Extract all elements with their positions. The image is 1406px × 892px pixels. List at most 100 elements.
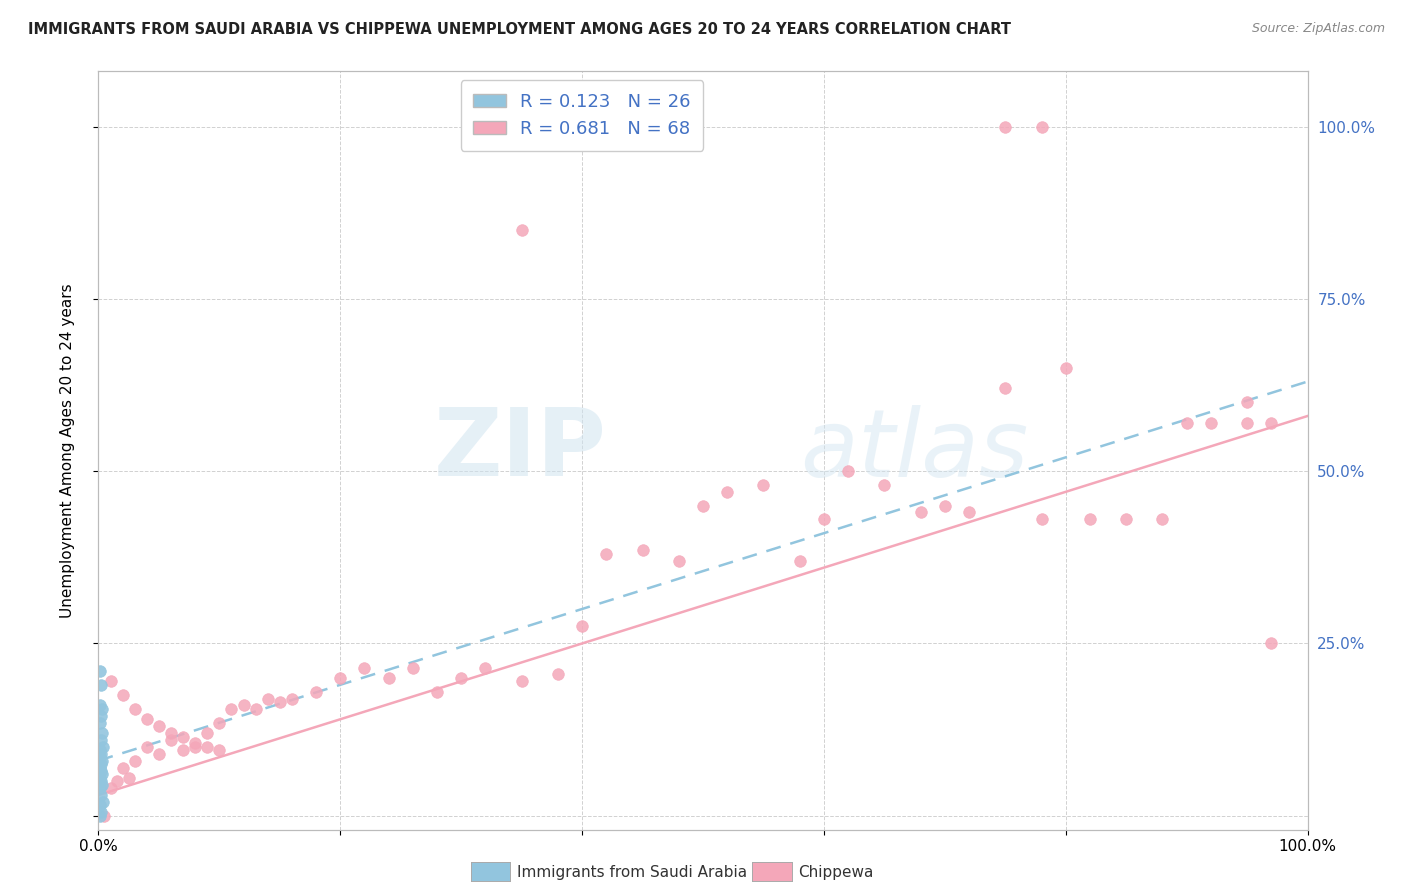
Point: [91, 767, 114, 781]
Point: [1260, 636, 1282, 650]
Point: [873, 478, 896, 492]
Point: [1175, 416, 1198, 430]
Point: [89, 781, 111, 796]
Point: [91, 739, 114, 754]
Text: Source: ZipAtlas.com: Source: ZipAtlas.com: [1251, 22, 1385, 36]
Point: [221, 702, 243, 716]
Point: [994, 120, 1017, 134]
Point: [124, 702, 146, 716]
Point: [208, 715, 231, 730]
Point: [105, 774, 128, 789]
Point: [474, 660, 496, 674]
Point: [245, 702, 267, 716]
Point: [118, 771, 141, 785]
Point: [124, 754, 146, 768]
Point: [172, 743, 194, 757]
Point: [111, 688, 134, 702]
Point: [1236, 395, 1258, 409]
Point: [837, 464, 859, 478]
Point: [752, 478, 775, 492]
Point: [510, 223, 533, 237]
Point: [91, 778, 114, 792]
Point: [91, 726, 114, 740]
Point: [1115, 512, 1137, 526]
Point: [377, 671, 399, 685]
Point: [90, 764, 112, 778]
Legend: R = 0.123   N = 26, R = 0.681   N = 68: R = 0.123 N = 26, R = 0.681 N = 68: [461, 80, 703, 151]
Point: [402, 660, 425, 674]
Point: [910, 506, 932, 520]
Point: [100, 781, 122, 796]
Point: [91, 702, 114, 716]
Point: [510, 674, 533, 689]
Point: [305, 684, 328, 698]
Point: [1152, 512, 1174, 526]
Point: [91, 754, 114, 768]
Point: [813, 512, 835, 526]
Point: [90, 733, 112, 747]
Point: [1031, 512, 1053, 526]
Point: [135, 739, 157, 754]
Point: [1031, 120, 1053, 134]
Point: [89, 664, 111, 678]
Point: [90, 757, 112, 772]
Point: [195, 739, 218, 754]
Point: [353, 660, 375, 674]
Point: [692, 499, 714, 513]
Point: [571, 619, 593, 633]
Point: [1078, 512, 1101, 526]
Point: [93, 809, 115, 823]
Point: [90, 774, 112, 789]
Point: [269, 695, 291, 709]
Point: [1260, 416, 1282, 430]
Point: [160, 726, 183, 740]
Point: [1199, 416, 1222, 430]
Point: [329, 671, 352, 685]
Point: [789, 554, 811, 568]
Point: [668, 554, 690, 568]
Point: [184, 739, 207, 754]
Point: [934, 499, 956, 513]
Point: [90, 708, 112, 723]
Point: [89, 760, 111, 774]
Point: [172, 730, 194, 744]
Point: [195, 726, 218, 740]
Point: [1236, 416, 1258, 430]
Point: [89, 715, 111, 730]
Text: atlas: atlas: [800, 405, 1028, 496]
Text: ZIP: ZIP: [433, 404, 606, 497]
Point: [90, 747, 112, 761]
Point: [957, 506, 980, 520]
Point: [184, 736, 207, 750]
Point: [111, 760, 134, 774]
Point: [89, 743, 111, 757]
Point: [1054, 360, 1077, 375]
Point: [716, 484, 738, 499]
Point: [595, 547, 617, 561]
Point: [281, 691, 304, 706]
Point: [89, 798, 111, 813]
Text: Immigrants from Saudi Arabia: Immigrants from Saudi Arabia: [517, 865, 748, 880]
Point: [256, 691, 278, 706]
Point: [90, 805, 112, 820]
Point: [160, 733, 183, 747]
Point: [208, 743, 231, 757]
Point: [148, 747, 170, 761]
Text: IMMIGRANTS FROM SAUDI ARABIA VS CHIPPEWA UNEMPLOYMENT AMONG AGES 20 TO 24 YEARS : IMMIGRANTS FROM SAUDI ARABIA VS CHIPPEWA…: [28, 22, 1011, 37]
Point: [90, 788, 112, 802]
Point: [91, 795, 114, 809]
Point: [89, 750, 111, 764]
Y-axis label: Unemployment Among Ages 20 to 24 years: Unemployment Among Ages 20 to 24 years: [60, 283, 75, 618]
Text: Chippewa: Chippewa: [799, 865, 875, 880]
Point: [135, 712, 157, 726]
Point: [631, 543, 654, 558]
Point: [994, 381, 1017, 395]
Point: [90, 678, 112, 692]
Point: [547, 667, 569, 681]
Point: [232, 698, 254, 713]
Point: [89, 809, 111, 823]
Point: [89, 698, 111, 713]
Point: [89, 771, 111, 785]
Point: [100, 674, 122, 689]
Point: [426, 684, 449, 698]
